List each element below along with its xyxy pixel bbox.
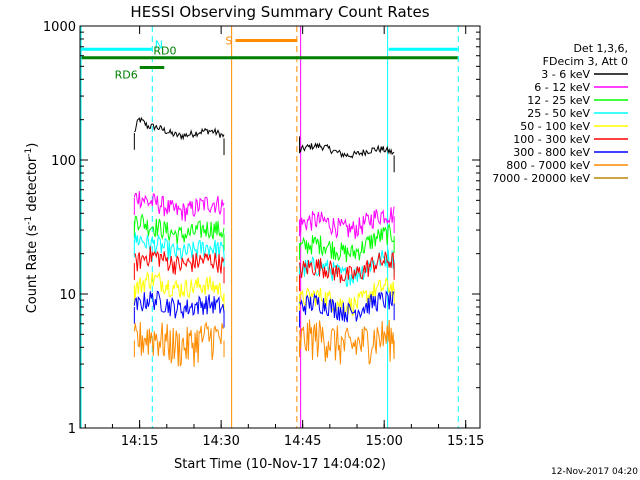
y-axis-label: Count Rate (s-1 detector-1) — [24, 143, 40, 314]
legend-entry-7: 800 - 7000 keV — [506, 159, 590, 172]
series-line-5-seg1 — [134, 246, 225, 275]
series-line-7-seg2 — [299, 319, 395, 365]
chart-marks — [133, 116, 395, 367]
y-axis-label-sup2: -1 — [24, 148, 34, 157]
chart-title: HESSI Observing Summary Count Rates — [130, 3, 429, 21]
x-tick-label-4: 15:15 — [447, 434, 484, 449]
legend-header-1: FDecim 3, Att 0 — [543, 55, 628, 68]
series-line-5-seg2 — [299, 251, 395, 284]
series-line-2-seg1 — [133, 213, 225, 245]
y-tick-label-2: 100 — [51, 154, 76, 169]
flag-label-2: RD0 — [153, 45, 176, 58]
y-tick-label-1: 10 — [59, 288, 76, 303]
y-tick-label-0: 1 — [68, 422, 76, 437]
legend-entry-1: 6 - 12 keV — [534, 81, 590, 94]
series-line-0-seg2 — [299, 142, 395, 159]
legend-entry-8: 7000 - 20000 keV — [492, 172, 590, 185]
plot-frame — [79, 25, 481, 429]
axes: 14:15 14:30 14:45 15:00 15:15 1 10 100 1000 — [43, 20, 485, 449]
x-tick-label-0: 14:15 — [121, 434, 158, 449]
series-line-1-seg1 — [133, 191, 225, 222]
x-axis-label: Start Time (10-Nov-17 14:04:02) — [174, 457, 386, 472]
flag-label-3: RD6 — [115, 69, 138, 82]
series-line-4-seg1 — [133, 271, 225, 302]
legend-entry-4: 50 - 100 keV — [520, 120, 590, 133]
legend-entry-2: 12 - 25 keV — [527, 94, 590, 107]
series-line-0-seg1 — [133, 116, 225, 141]
flag-label-4: S — [225, 34, 232, 47]
legend-entry-6: 300 - 800 keV — [513, 146, 590, 159]
x-tick-label-2: 14:45 — [284, 434, 321, 449]
series-line-6-seg2 — [299, 290, 395, 323]
series-line-7-seg1 — [133, 321, 225, 367]
y-axis-label-sup1: -1 — [24, 216, 34, 225]
series-line-1-seg2 — [299, 206, 395, 239]
legend-entry-0: 3 - 6 keV — [541, 68, 590, 81]
legend-entry-3: 25 - 50 keV — [527, 107, 590, 120]
x-tick-label-3: 15:00 — [365, 434, 402, 449]
x-tick-label-1: 14:30 — [202, 434, 239, 449]
timestamp-footnote: 12-Nov-2017 04:20 — [551, 467, 638, 477]
series-line-4-seg2 — [299, 277, 395, 317]
series-line-6-seg1 — [133, 290, 225, 319]
legend-header-0: Det 1,3,6, — [573, 42, 628, 55]
series-line-2-seg2 — [299, 223, 395, 263]
flag-label-0: N — [155, 38, 163, 51]
y-tick-label-3: 1000 — [43, 20, 76, 35]
legend-entry-5: 100 - 300 keV — [513, 133, 590, 146]
